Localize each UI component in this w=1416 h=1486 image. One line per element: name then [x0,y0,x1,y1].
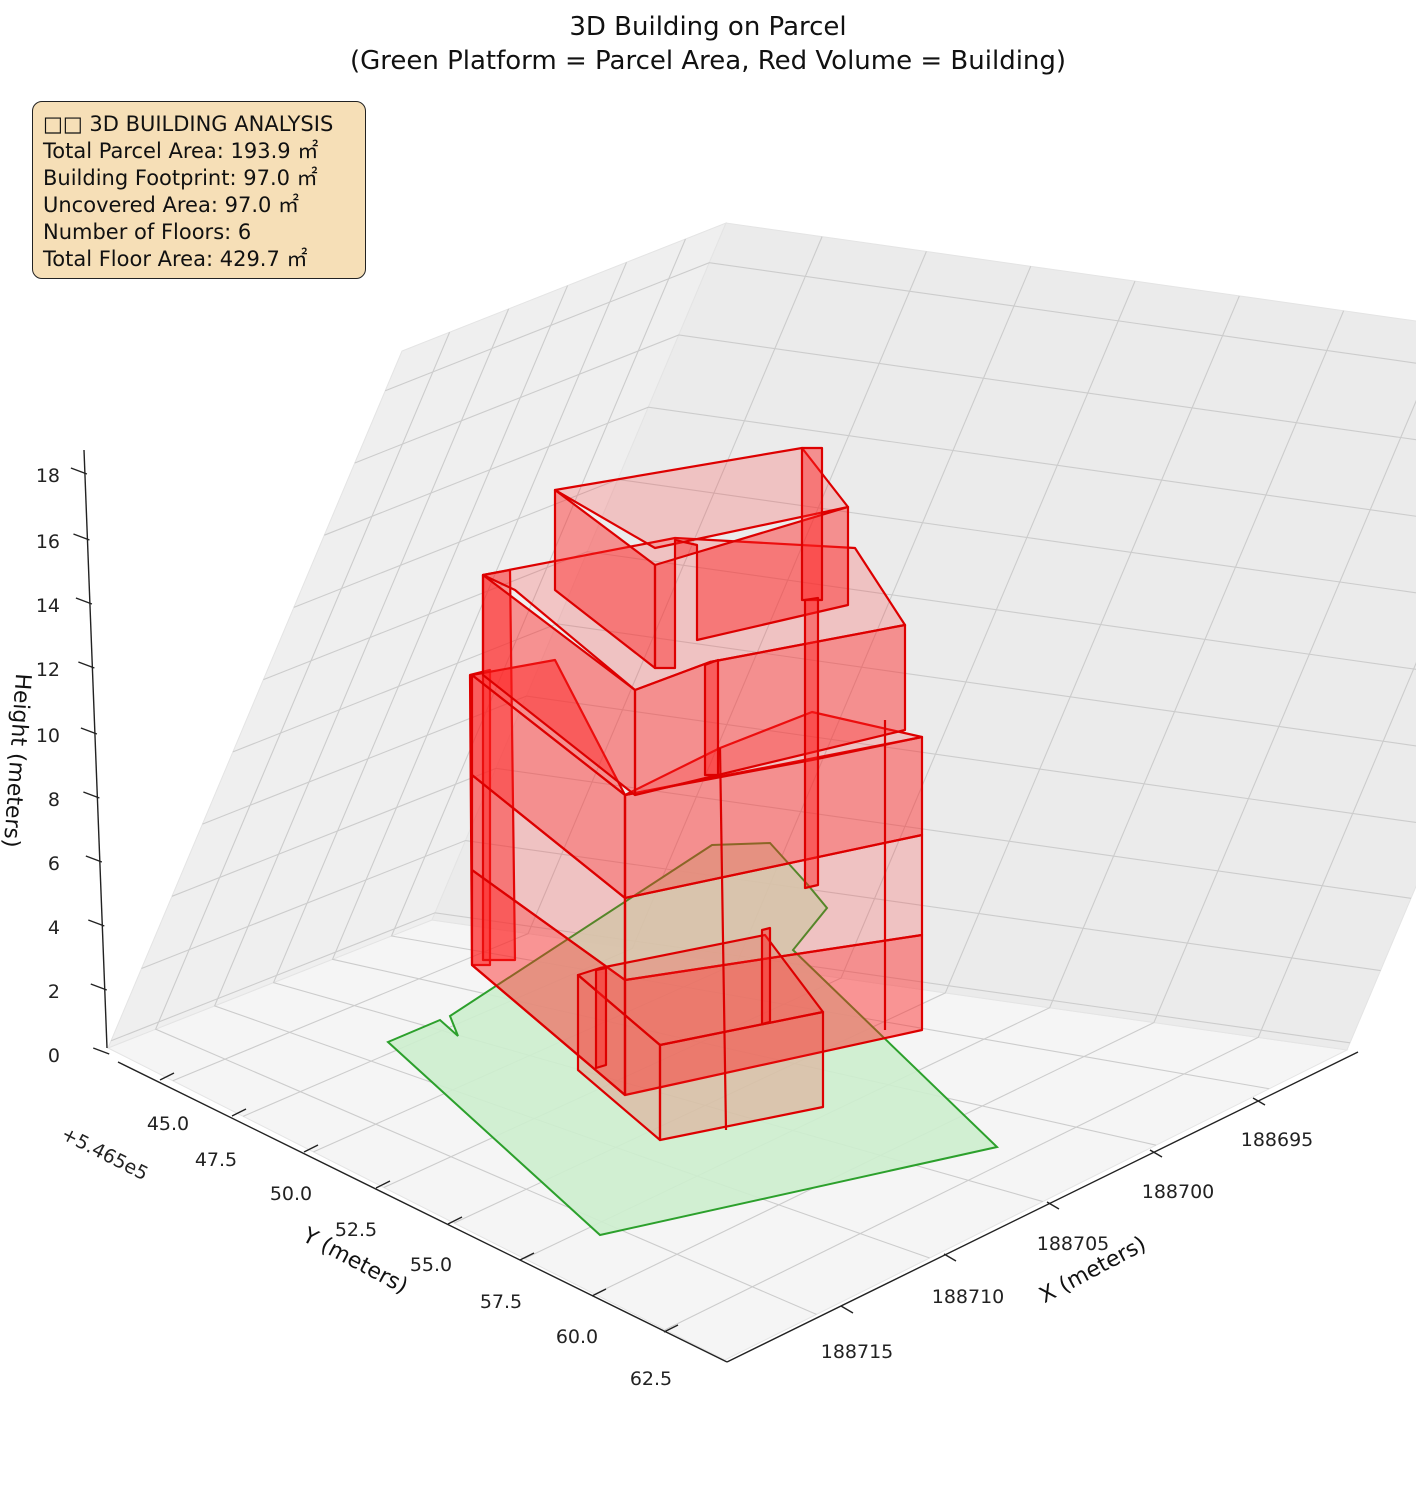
y-tick-mark [591,1288,607,1297]
y-tick-mark [447,1216,463,1225]
y-tick-mark [519,1252,535,1261]
plot-geometry [386,446,1000,1237]
z-tick-mark [85,855,103,863]
z-grid-line [171,767,1412,899]
chart-title: 3D Building on Parcel (Green Platform = … [0,10,1416,78]
z-grid-line [202,695,1416,825]
z-tick-label: 4 [48,917,60,939]
z-tick-mark [90,983,108,991]
x-tick-label: 188695 [1241,1129,1314,1151]
z-tick-mark [92,1047,110,1055]
z-grid-line [141,839,1381,972]
z-tick-label: 14 [36,595,60,617]
z-tick-label: 0 [48,1045,60,1067]
y-axis-line [117,1061,728,1363]
z-tick-mark [83,791,100,799]
z-tick-mark [80,727,98,735]
z-tick-label: 6 [48,853,60,875]
building-edge [718,747,728,1131]
building-top-front-face [653,505,850,670]
building-top-side-face [800,446,824,602]
z-tick-mark [75,597,93,605]
y-tick-label: 47.5 [195,1149,237,1171]
z-tick-label: 2 [48,981,60,1003]
y-grid-line [594,399,1416,1295]
y-tick-label: 52.5 [335,1219,377,1241]
info-uncovered-area: Uncovered Area: 97.0 ㎡ [43,193,300,217]
building-lower-box-pillar-2 [760,926,772,1026]
z-tick-label: 8 [48,789,60,811]
z-axis-label: Height (meters) [0,673,35,849]
z-grid-line [385,262,1416,392]
z-grid-line [354,334,1416,464]
info-total-floor-area: Total Floor Area: 429.7 ㎡ [43,247,308,271]
building-floor-5-left [481,573,637,797]
z-tick-mark [88,919,105,927]
chart-title-line-2: (Green Platform = Parcel Area, Red Volum… [349,46,1067,76]
z-grid-line [263,551,1416,681]
y-tick-label: 60.0 [556,1326,598,1348]
z-tick-label: 10 [36,725,60,747]
z-tick-label: 12 [36,659,60,681]
y-tick-mark [159,1072,175,1081]
info-number-of-floors: Number of Floors: 6 [43,220,252,244]
building-lower-box-pillar [594,966,608,1070]
info-building-footprint: Building Footprint: 97.0 ㎡ [43,166,318,190]
building-edge [471,964,626,1096]
y-tick-label: 50.0 [270,1183,312,1205]
building-pillar-middle [703,658,720,777]
x-tick-mark [1149,1149,1163,1158]
y-tick-label: 55.0 [410,1254,452,1276]
x-tick-mark [943,1253,957,1262]
z-grid-line [324,406,1416,536]
z-tick-label: 18 [36,465,60,487]
y-tick-label: 57.5 [480,1291,522,1313]
x-grid-line [390,238,1270,1090]
y-axis-offset-label: +5.465e5 [58,1123,152,1185]
x-tick-mark [1046,1201,1060,1210]
y-tick-mark [663,1324,679,1333]
right-wall-pane [431,222,1416,1051]
axis-lines [83,449,1359,1363]
x-tick-label: 188700 [1142,1181,1215,1203]
info-box-heading: □□ 3D BUILDING ANALYSIS [43,112,334,136]
z-axis-line [83,449,108,1049]
z-grid-line [110,912,1351,1044]
x-tick-label: 188710 [932,1286,1005,1308]
z-tick-mark [73,533,90,541]
y-grid-line [172,236,823,1082]
z-tick-mark [70,467,88,475]
x-tick-label: 188715 [821,1341,894,1363]
analysis-info-box: □□ 3D BUILDING ANALYSIS Total Parcel Are… [32,101,366,279]
z-tick-mark [78,661,95,669]
y-tick-mark [231,1108,247,1117]
chart-title-line-1: 3D Building on Parcel [569,12,847,42]
z-tick-label: 16 [36,531,60,553]
x-axis-line [726,1051,1359,1363]
x-tick-label: 188705 [1037,1233,1110,1255]
building-pillar-right [803,596,820,890]
y-grid-line [664,661,1416,1331]
x-tick-mark [1252,1097,1266,1106]
info-total-parcel-area: Total Parcel Area: 193.9 ㎡ [43,139,319,163]
y-tick-label: 45.0 [147,1113,189,1135]
y-tick-mark [375,1180,391,1189]
y-tick-label: 62.5 [630,1368,672,1390]
x-tick-mark [840,1305,854,1314]
y-tick-mark [303,1144,319,1153]
